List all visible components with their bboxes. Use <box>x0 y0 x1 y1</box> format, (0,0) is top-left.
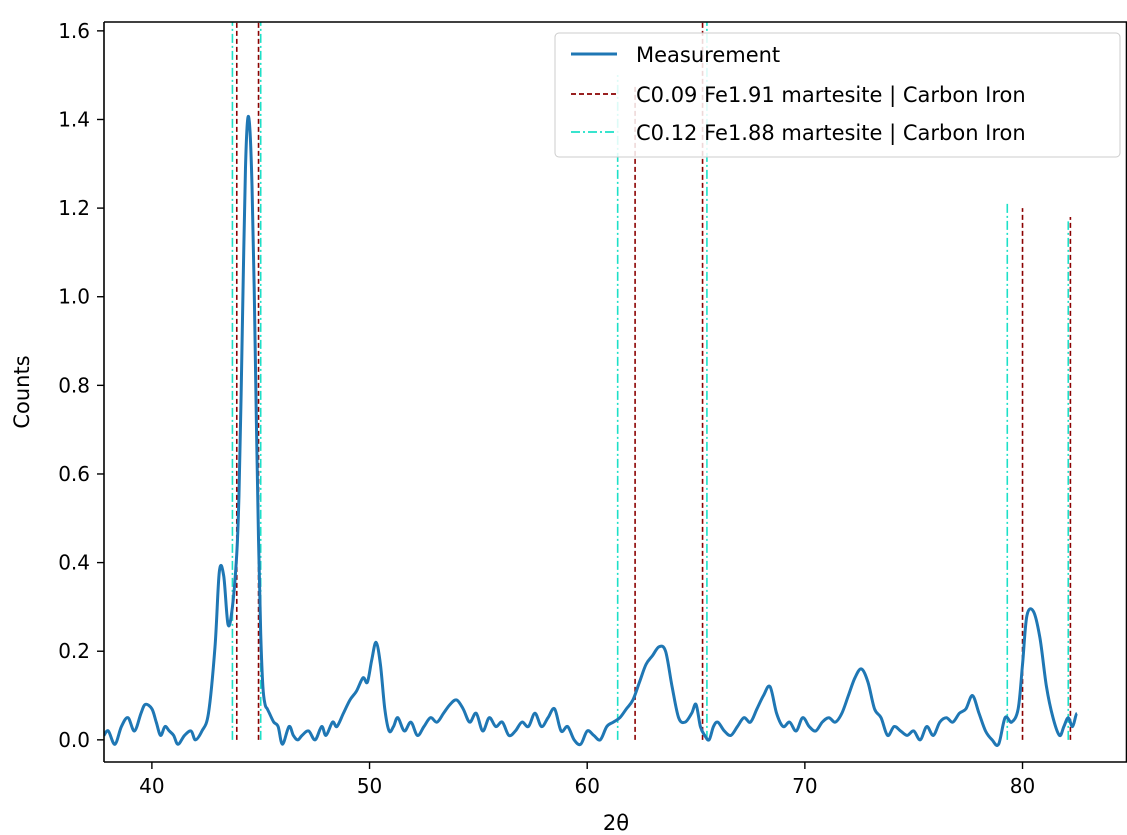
ticks: 40 50 60 70 80 0.0 0.2 0.4 0.6 0.8 1.0 1.2 1.4 1.6 <box>58 19 1035 798</box>
x-tick-label: 80 <box>1010 774 1035 798</box>
x-tick-label: 50 <box>357 774 382 798</box>
legend-label-c012: C0.12 Fe1.88 martesite | Carbon Iron <box>636 121 1026 146</box>
y-tick-label: 1.2 <box>58 196 90 220</box>
legend-box <box>554 32 1121 158</box>
legend-label-c009: C0.09 Fe1.91 martesite | Carbon Iron <box>636 83 1026 108</box>
y-tick-label: 0.8 <box>58 373 90 397</box>
legend-label-measurement: Measurement <box>636 43 780 67</box>
x-tick-label: 60 <box>574 774 599 798</box>
y-tick-label: 0.6 <box>58 462 90 486</box>
x-tick-label: 40 <box>139 774 164 798</box>
y-tick-label: 1.4 <box>58 107 90 131</box>
y-tick-label: 1.6 <box>58 19 90 43</box>
y-tick-label: 0.4 <box>58 551 90 575</box>
legend: Measurement C0.09 Fe1.91 martesite | Car… <box>554 32 1121 158</box>
reference-lines <box>231 22 1072 740</box>
measurement-layer <box>104 114 1079 747</box>
measurement-line <box>104 114 1079 747</box>
x-tick-label: 70 <box>792 774 817 798</box>
x-axis-title: 2θ <box>603 811 629 835</box>
y-axis-title: Counts <box>10 355 34 428</box>
y-tick-label: 1.0 <box>58 285 90 309</box>
y-tick-label: 0.0 <box>58 728 90 752</box>
y-tick-label: 0.2 <box>58 639 90 663</box>
